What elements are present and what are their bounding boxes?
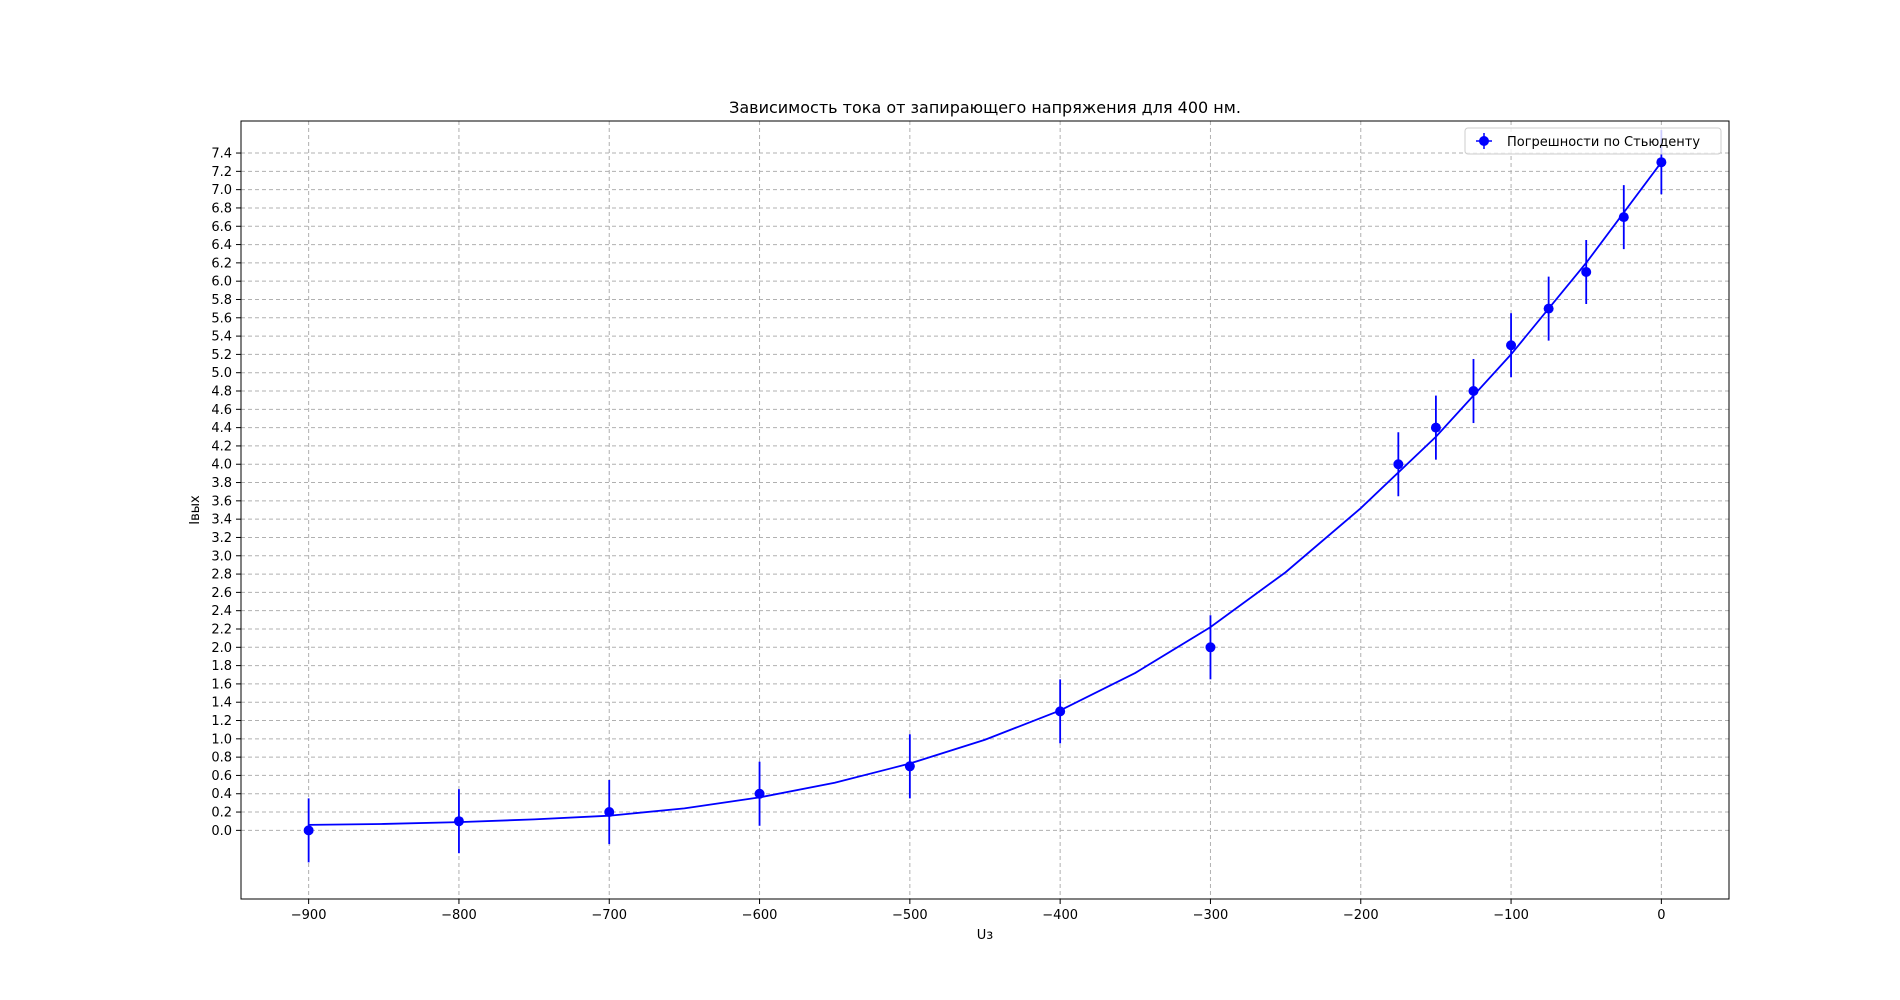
x-tick-label: −500 [892, 908, 928, 923]
data-point [754, 788, 765, 799]
y-tick-label: 3.4 [211, 513, 232, 528]
y-tick-label: 3.6 [211, 494, 232, 509]
y-tick-label: 2.6 [211, 586, 232, 601]
chart-title: Зависимость тока от запирающего напряжен… [729, 98, 1241, 117]
y-tick-label: 1.4 [211, 696, 232, 711]
y-tick-label: 7.2 [211, 165, 232, 180]
y-tick-label: 5.4 [211, 330, 232, 345]
y-tick-label: 5.6 [211, 311, 232, 326]
legend-label: Погрешности по Стьюденту [1507, 135, 1700, 150]
y-tick-label: 0.2 [211, 806, 232, 821]
y-tick-label: 0.4 [211, 787, 232, 802]
data-point [604, 807, 615, 818]
y-axis-label: Iвых [188, 495, 203, 525]
legend-box [1464, 127, 1722, 155]
y-tick-label: 0.8 [211, 751, 232, 766]
data-point [1055, 706, 1066, 717]
x-tick-label: 0 [1657, 908, 1665, 923]
y-tick-label: 6.4 [211, 238, 232, 253]
y-tick-label: 1.0 [211, 732, 232, 747]
data-point [1468, 386, 1479, 397]
y-tick-label: 2.0 [211, 641, 232, 656]
data-point [453, 816, 464, 827]
data-points-layer [303, 130, 1667, 863]
y-tick-label: 6.6 [211, 220, 232, 235]
y-tick-label: 2.4 [211, 604, 232, 619]
y-tick-label: 5.0 [211, 366, 232, 381]
y-tick-label: 6.0 [211, 275, 232, 290]
x-axis-ticks: −900 −800 −700 −600 −500 −400 −300 −200 −100 0 [291, 899, 1666, 923]
data-point [1656, 157, 1667, 168]
data-point [1506, 340, 1517, 351]
x-axis-label: Uз [977, 928, 994, 943]
x-tick-label: −600 [742, 908, 778, 923]
y-tick-label: 1.6 [211, 677, 232, 692]
y-tick-label: 3.8 [211, 476, 232, 491]
fit-curve [308, 161, 1663, 826]
y-tick-label: 4.0 [211, 458, 232, 473]
y-tick-label: 7.4 [211, 147, 232, 162]
legend-point-marker [1479, 136, 1489, 146]
x-tick-label: −100 [1493, 908, 1529, 923]
y-tick-label: 2.8 [211, 568, 232, 583]
data-point [1430, 422, 1441, 433]
legend: Погрешности по Стьюденту [1464, 127, 1722, 155]
fit-curve-layer [308, 161, 1663, 826]
data-point [303, 825, 314, 836]
axes-frame [240, 120, 1730, 900]
y-tick-label: 1.2 [211, 714, 232, 729]
x-tick-label: −900 [291, 908, 327, 923]
grid [241, 121, 1729, 899]
data-point [904, 761, 915, 772]
x-tick-label: −400 [1042, 908, 1078, 923]
y-tick-label: 4.8 [211, 385, 232, 400]
y-tick-label: 1.8 [211, 659, 232, 674]
y-tick-label: 7.0 [211, 183, 232, 198]
x-tick-label: −700 [591, 908, 627, 923]
data-point [1618, 212, 1629, 223]
y-tick-label: 4.6 [211, 403, 232, 418]
data-point [1581, 267, 1592, 278]
y-tick-label: 4.4 [211, 421, 232, 436]
x-tick-label: −800 [441, 908, 477, 923]
data-point [1205, 642, 1216, 653]
y-tick-label: 2.2 [211, 622, 232, 637]
y-tick-label: 6.2 [211, 256, 232, 271]
y-tick-label: 4.2 [211, 439, 232, 454]
y-tick-label: 3.2 [211, 531, 232, 546]
x-tick-label: −200 [1343, 908, 1379, 923]
y-axis-ticks: 0.0 0.2 0.4 0.6 0.8 1.0 1.2 1.4 1.6 1.8 2.0 2.2 2.4 2… [211, 147, 241, 839]
x-tick-label: −300 [1193, 908, 1229, 923]
y-tick-label: 5.2 [211, 348, 232, 363]
data-point [1543, 303, 1554, 314]
y-tick-label: 3.0 [211, 549, 232, 564]
y-tick-label: 0.6 [211, 769, 232, 784]
data-point [1393, 459, 1404, 470]
y-tick-label: 0.0 [211, 824, 232, 839]
y-tick-label: 5.8 [211, 293, 232, 308]
y-tick-label: 6.8 [211, 201, 232, 216]
